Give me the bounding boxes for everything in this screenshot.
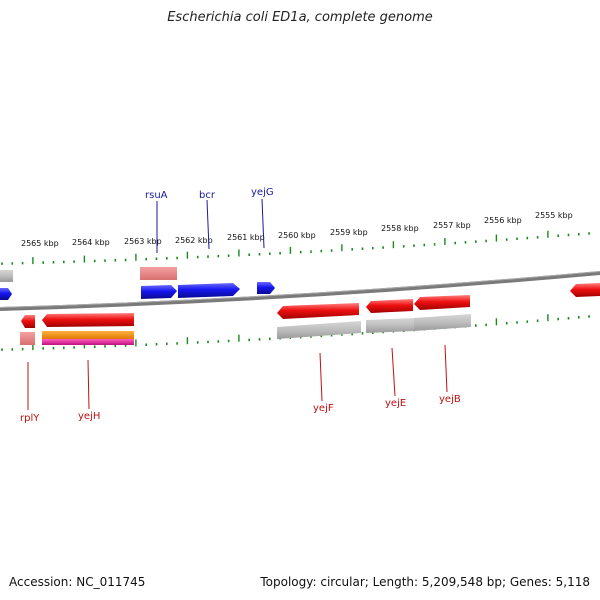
label-leader-bcr [206,199,210,250]
gene-label-bcr: bcr [199,190,216,201]
genome-backbone-highlight [0,271,600,308]
scale-label: 2562 kbp [175,236,213,245]
feature-block-grey[interactable] [0,270,13,282]
gene-arrow-reverse-edge[interactable] [570,283,600,297]
scale-label: 2558 kbp [381,224,419,233]
genome-summary: Topology: circular; Length: 5,209,548 bp… [260,575,590,589]
scale-label: 2560 kbp [278,231,316,240]
accession-label: Accession: NC_011745 [9,575,146,589]
scale-label: 2555 kbp [535,211,573,220]
feature-block-grey[interactable] [414,314,471,331]
gene-arrow-yejG[interactable] [257,282,275,294]
gene-label-yejG: yejG [251,187,274,198]
feature-block-orange[interactable] [42,331,134,339]
label-leader-yejG [261,198,265,249]
gene-arrow-yejF[interactable] [277,303,359,319]
genome-title: Escherichia coli ED1a, complete genome [167,10,433,25]
gene-arrow-rplY[interactable] [21,315,35,328]
gene-arrow-bcr[interactable] [178,283,240,298]
gene-arrow-forward[interactable] [0,288,12,300]
gene-label-rsuA: rsuA [145,190,168,201]
feature-block-magenta[interactable] [42,339,134,345]
gene-arrow-rsuA[interactable] [141,285,177,299]
label-leader-yejE [391,347,396,397]
feature-block-grey[interactable] [366,318,414,333]
scale-label: 2563 kbp [124,237,162,246]
scale-label: 2557 kbp [433,221,471,230]
feature-block-grey[interactable] [277,321,361,339]
gene-label-yejF: yejF [313,403,334,414]
gene-arrow-yejE[interactable] [366,299,413,313]
label-leader-yejH [87,359,90,410]
label-leader-yejF [319,352,323,402]
scale-ticks-top [1,230,590,265]
feature-block-pink[interactable] [140,267,177,280]
gene-arrow-yejH[interactable] [42,313,134,327]
scale-label: 2556 kbp [484,216,522,225]
genome-backbone [0,271,600,311]
gene-label-yejH: yejH [78,411,100,422]
scale-label: 2561 kbp [227,233,265,242]
scale-label: 2564 kbp [72,238,110,247]
gene-arrow-yejB[interactable] [414,295,470,310]
scale-label: 2565 kbp [21,239,59,248]
feature-block-pink[interactable] [20,332,35,345]
gene-label-yejE: yejE [385,398,406,409]
scale-labels: 2565 kbp 2564 kbp 2563 kbp 2562 kbp 2561… [21,211,573,248]
gene-label-yejB: yejB [439,394,461,405]
gene-label-rplY: rplY [20,413,40,424]
label-leader-yejB [444,344,448,393]
scale-label: 2559 kbp [330,228,368,237]
